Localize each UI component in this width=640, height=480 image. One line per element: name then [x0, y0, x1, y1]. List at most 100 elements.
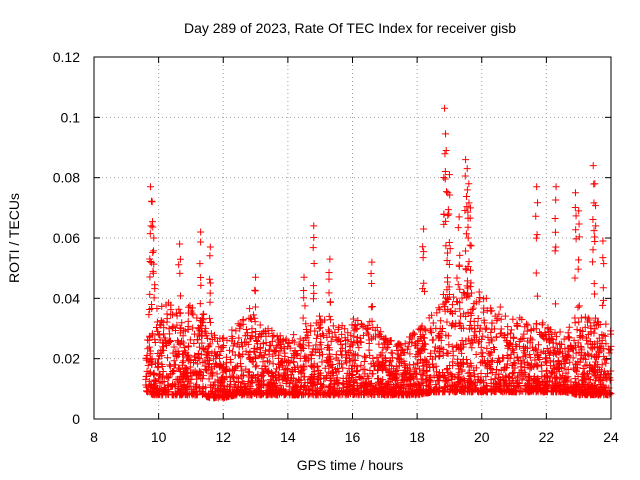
data-point [406, 373, 414, 381]
data-point [317, 391, 325, 399]
data-point [368, 258, 376, 266]
y-tick-label: 0.06 [53, 230, 80, 246]
data-point [487, 329, 495, 337]
data-point [323, 333, 331, 341]
data-point [213, 337, 221, 345]
data-point [325, 390, 333, 398]
data-point [593, 360, 601, 368]
data-point [448, 322, 456, 330]
data-point [145, 377, 153, 385]
data-point [426, 327, 434, 335]
data-point [368, 370, 376, 378]
data-point [454, 371, 462, 379]
data-point [442, 299, 450, 307]
data-point [310, 368, 318, 376]
data-point [382, 335, 390, 343]
data-point [317, 345, 325, 353]
data-point [184, 317, 192, 325]
data-point [600, 260, 608, 268]
x-tick-label: 12 [215, 429, 231, 445]
data-point [230, 391, 238, 399]
data-point [179, 339, 187, 347]
data-point [220, 394, 228, 402]
data-point [408, 372, 416, 380]
data-point [175, 364, 183, 372]
data-point [332, 333, 340, 341]
data-point [281, 365, 289, 373]
data-point [453, 298, 461, 306]
data-point [406, 382, 414, 390]
data-point [513, 320, 521, 328]
data-point [493, 366, 501, 374]
data-point [466, 369, 474, 377]
data-point [465, 199, 473, 207]
data-point [429, 319, 437, 327]
data-point [467, 311, 475, 319]
data-point [319, 330, 327, 338]
data-point [488, 368, 496, 376]
data-point [395, 355, 403, 363]
data-point [177, 378, 185, 386]
data-point [369, 354, 377, 362]
data-point [466, 204, 474, 212]
x-axis-label: GPS time / hours [297, 457, 404, 473]
data-point [502, 336, 510, 344]
data-point [199, 358, 207, 366]
data-point [245, 355, 253, 363]
data-point [579, 328, 587, 336]
data-point [345, 365, 353, 373]
data-point [187, 357, 195, 365]
data-point [263, 391, 271, 399]
data-point [440, 371, 448, 379]
data-point [150, 247, 158, 255]
data-point [411, 342, 419, 350]
data-point [577, 342, 585, 350]
data-point [158, 352, 166, 360]
data-point [146, 370, 154, 378]
data-point [589, 215, 597, 223]
data-point [593, 321, 601, 329]
data-point [313, 362, 321, 370]
x-tick-label: 16 [345, 429, 361, 445]
data-point [149, 249, 157, 257]
y-tick-label: 0 [72, 411, 80, 427]
data-point [409, 329, 417, 337]
data-point [318, 350, 326, 358]
data-point [579, 365, 587, 373]
data-point [176, 255, 184, 263]
data-point [595, 344, 603, 352]
data-point [546, 348, 554, 356]
data-point [399, 372, 407, 380]
data-point [325, 357, 333, 365]
data-point [606, 376, 614, 384]
data-point [443, 365, 451, 373]
data-point [348, 368, 356, 376]
data-point [455, 319, 463, 327]
data-point [228, 372, 236, 380]
data-point [599, 377, 607, 385]
data-point [362, 379, 370, 387]
data-point [299, 314, 307, 322]
data-point [235, 334, 243, 342]
data-point [255, 351, 263, 359]
data-point [332, 350, 340, 358]
data-point [416, 356, 424, 364]
data-point [503, 351, 511, 359]
data-point [587, 324, 595, 332]
data-point [148, 305, 156, 313]
data-point [219, 393, 227, 401]
data-point [467, 372, 475, 380]
data-point [514, 372, 522, 380]
data-point [528, 343, 536, 351]
data-point [315, 325, 323, 333]
y-tick-label: 0.04 [53, 290, 80, 306]
data-point [190, 389, 198, 397]
data-point [196, 300, 204, 308]
data-point [468, 324, 476, 332]
data-point [592, 222, 600, 230]
data-point [441, 150, 449, 158]
data-point [150, 294, 158, 302]
data-point [541, 329, 549, 337]
data-point [589, 246, 597, 254]
data-point [469, 338, 477, 346]
